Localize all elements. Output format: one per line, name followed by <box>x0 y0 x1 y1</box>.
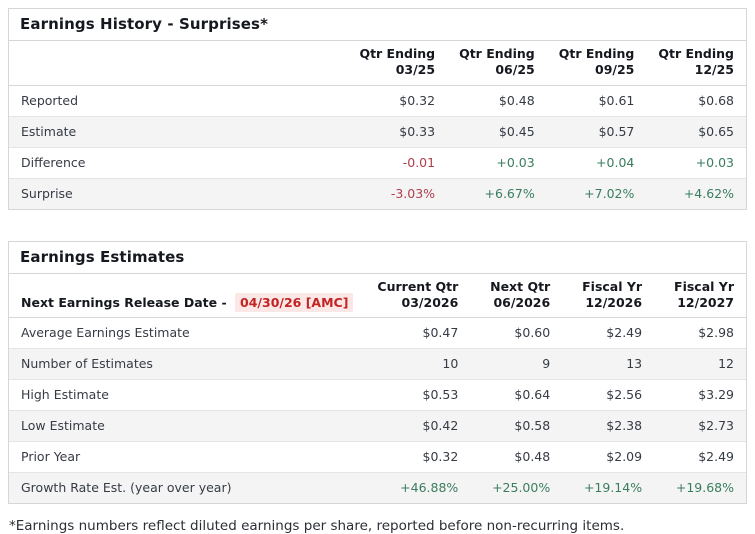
cell-value: +19.68% <box>654 472 746 503</box>
cell-value: $0.48 <box>470 441 563 473</box>
column-header-fiscal-yr-2026: Fiscal Yr 12/2026 <box>562 273 655 318</box>
earnings-footnote: *Earnings numbers reflect diluted earnin… <box>9 518 625 534</box>
table-row-average-earnings-estimate: Average Earnings Estimate $0.47 $0.60 $2… <box>9 318 746 349</box>
cell-value: -0.01 <box>347 146 448 178</box>
cell-value: $2.49 <box>606 325 643 340</box>
row-label: Average Earnings Estimate <box>21 325 190 340</box>
table-row-high-estimate: High Estimate $0.53 $0.64 $2.56 $3.29 <box>9 379 746 411</box>
cell-value: $0.53 <box>365 379 471 411</box>
row-label: High Estimate <box>9 379 366 411</box>
cell-value: $0.32 <box>399 92 436 108</box>
earnings-history-header-row: Qtr Ending 03/25 Qtr Ending 06/25 Qtr En… <box>9 41 746 86</box>
column-header-qtr-0925: Qtr Ending 09/25 <box>546 41 647 86</box>
cell-value: $2.38 <box>562 410 655 442</box>
cell-value: $0.68 <box>698 92 734 108</box>
cell-value: +19.14% <box>562 472 655 503</box>
column-header-qtr-0325: Qtr Ending 03/25 <box>347 41 448 86</box>
cell-value: +25.00% <box>470 472 563 503</box>
column-header-qtr-0625: Qtr Ending 06/25 <box>447 41 547 86</box>
cell-value: $2.09 <box>562 441 655 473</box>
next-earnings-release-cell: Next Earnings Release Date - 04/30/26 [A… <box>9 273 366 318</box>
cell-value: +0.04 <box>546 146 647 178</box>
cell-value: $0.57 <box>546 115 647 147</box>
cell-value: $0.48 <box>498 92 535 108</box>
row-label: Number of Estimates <box>9 348 366 380</box>
table-row-surprise: Surprise -3.03% +6.67% +7.02% +4.62% <box>9 177 746 209</box>
empty-header-cell <box>9 41 348 86</box>
cell-value: -3.03% <box>347 177 448 209</box>
cell-value: +7.02% <box>546 177 647 209</box>
cell-value: $0.42 <box>365 410 471 442</box>
cell-value: $0.47 <box>422 325 459 340</box>
cell-value: +6.67% <box>447 177 547 209</box>
row-label: Difference <box>9 146 348 178</box>
cell-value: $3.29 <box>654 379 746 411</box>
cell-value: $0.33 <box>347 115 448 147</box>
cell-value: +4.62% <box>646 177 746 209</box>
earnings-history-title: Earnings History - Surprises* <box>9 9 746 41</box>
table-row-difference: Difference -0.01 +0.03 +0.04 +0.03 <box>9 146 746 178</box>
earnings-estimates-table: Next Earnings Release Date - 04/30/26 [A… <box>9 273 746 503</box>
column-header-fiscal-yr-2027: Fiscal Yr 12/2027 <box>654 273 746 318</box>
cell-value: $2.56 <box>562 379 655 411</box>
earnings-estimates-card: Earnings Estimates Next Earnings Release… <box>8 240 747 504</box>
table-row-prior-year: Prior Year $0.32 $0.48 $2.09 $2.49 <box>9 441 746 473</box>
cell-value: $0.58 <box>470 410 563 442</box>
cell-value: 12 <box>654 348 746 380</box>
table-row-number-of-estimates: Number of Estimates 10 9 13 12 <box>9 348 746 380</box>
table-row-reported: Reported $0.32 $0.48 $0.61 $0.68 <box>9 85 746 116</box>
row-label: Surprise <box>9 177 348 209</box>
row-label: Reported <box>21 92 79 108</box>
cell-value: $0.45 <box>447 115 547 147</box>
next-earnings-release-label: Next Earnings Release Date - <box>21 294 232 310</box>
row-label: Growth Rate Est. (year over year) <box>9 472 366 503</box>
cell-value: $2.49 <box>654 441 746 473</box>
table-row-estimate: Estimate $0.33 $0.45 $0.57 $0.65 <box>9 115 746 147</box>
cell-value: $0.64 <box>470 379 563 411</box>
cell-value: $2.98 <box>698 325 734 340</box>
earnings-history-table: Qtr Ending 03/25 Qtr Ending 06/25 Qtr En… <box>9 41 746 209</box>
cell-value: +46.88% <box>365 472 471 503</box>
column-header-next-qtr: Next Qtr 06/2026 <box>470 273 563 318</box>
cell-value: 9 <box>470 348 563 380</box>
cell-value: 13 <box>562 348 655 380</box>
cell-value: +0.03 <box>646 146 746 178</box>
row-label: Estimate <box>9 115 348 147</box>
earnings-estimates-title: Earnings Estimates <box>9 242 746 274</box>
cell-value: +0.03 <box>447 146 547 178</box>
row-label: Low Estimate <box>9 410 366 442</box>
cell-value: $0.32 <box>365 441 471 473</box>
table-row-growth-rate-est: Growth Rate Est. (year over year) +46.88… <box>9 472 746 503</box>
column-header-current-qtr: Current Qtr 03/2026 <box>365 273 471 318</box>
cell-value: 10 <box>365 348 471 380</box>
next-earnings-release-date: 04/30/26 [AMC] <box>235 292 354 312</box>
cell-value: $2.73 <box>654 410 746 442</box>
earnings-estimates-header-row: Next Earnings Release Date - 04/30/26 [A… <box>9 273 746 318</box>
cell-value: $0.61 <box>598 92 635 108</box>
earnings-history-card: Earnings History - Surprises* Qtr Ending… <box>8 8 747 210</box>
column-header-qtr-1225: Qtr Ending 12/25 <box>646 41 746 86</box>
cell-value: $0.65 <box>646 115 746 147</box>
row-label: Prior Year <box>9 441 366 473</box>
table-row-low-estimate: Low Estimate $0.42 $0.58 $2.38 $2.73 <box>9 410 746 442</box>
cell-value: $0.60 <box>514 325 551 340</box>
